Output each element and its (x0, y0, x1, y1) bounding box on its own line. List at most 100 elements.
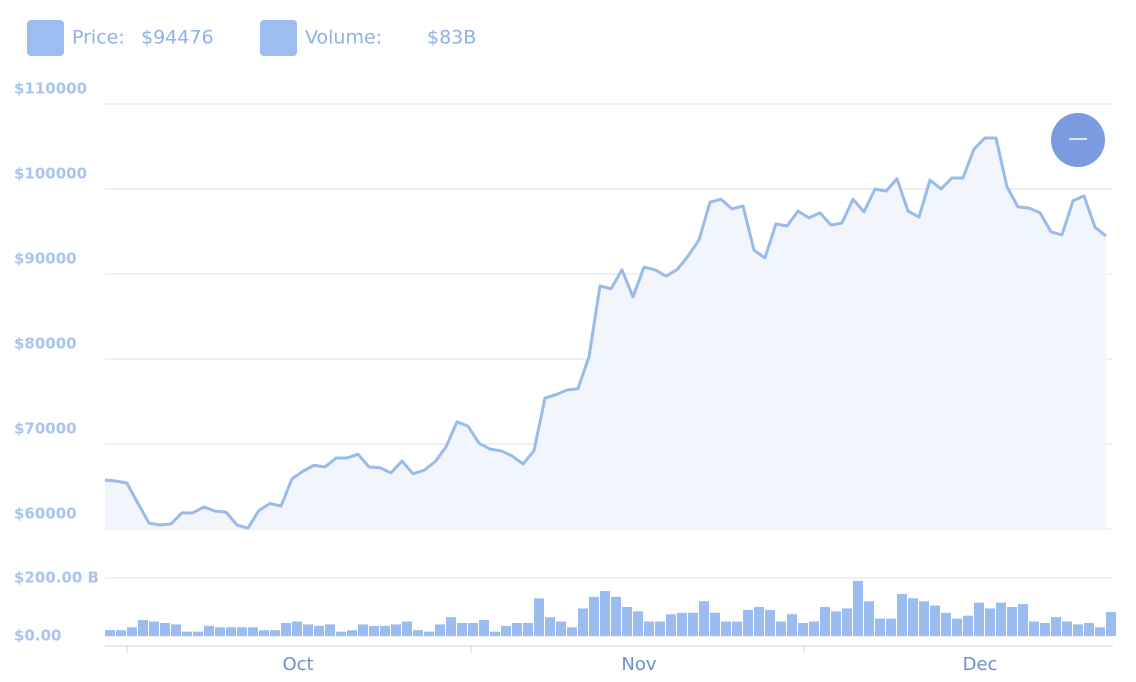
volume-bar (182, 631, 192, 636)
legend-value: $83B (427, 27, 476, 49)
y-tick-label: $70000 (14, 420, 77, 438)
volume-bar (446, 617, 456, 636)
volume-bar (963, 615, 973, 636)
volume-bar (897, 593, 907, 636)
volume-bar (479, 620, 489, 636)
zoom-button[interactable] (1051, 113, 1105, 167)
price-area (105, 138, 1106, 529)
volume-bar (776, 621, 786, 636)
volume-bar (237, 627, 247, 636)
legend-label: Price: (72, 27, 125, 49)
volume-bar (545, 617, 555, 636)
volume-bar (787, 614, 797, 636)
volume-bar (853, 580, 863, 636)
legend-label: Volume: (305, 27, 382, 49)
volume-bar (644, 621, 654, 636)
y-tick-label: $60000 (14, 505, 77, 523)
volume-bar (138, 620, 148, 636)
legend-swatch (27, 20, 64, 56)
volume-bar (193, 631, 203, 636)
volume-bar (809, 621, 819, 636)
volume-bar (105, 630, 115, 636)
volume-bar (160, 622, 170, 636)
volume-bar (710, 612, 720, 636)
volume-bar (1051, 617, 1061, 636)
volume-bar (358, 624, 368, 636)
volume-bar (259, 630, 269, 636)
volume-bar (1029, 621, 1039, 636)
volume-bar (919, 601, 929, 636)
volume-bar (292, 621, 302, 636)
volume-bar (149, 621, 159, 636)
volume-bar (490, 631, 500, 636)
volume-bar (523, 622, 533, 636)
volume-bar (325, 624, 335, 636)
volume-bar (204, 625, 214, 636)
x-tick-label: Oct (282, 654, 313, 675)
volume-bar (1040, 622, 1050, 636)
volume-bar (270, 630, 280, 636)
volume-bar (820, 607, 830, 636)
y-tick-label: $100000 (14, 165, 87, 183)
volume-bar (622, 607, 632, 636)
volume-bar (952, 618, 962, 636)
volume-bar (875, 618, 885, 636)
volume-bar (633, 611, 643, 636)
volume-bar (600, 591, 610, 636)
volume-bar (798, 622, 808, 636)
volume-bar (1106, 611, 1116, 636)
volume-bar (699, 601, 709, 636)
volume-bar (1084, 622, 1094, 636)
volume-bar (1073, 624, 1083, 636)
zoom-button-circle[interactable] (1051, 113, 1105, 167)
y-tick-label: $90000 (14, 250, 77, 268)
volume-bar (886, 618, 896, 636)
volume-bar (391, 624, 401, 636)
volume-bar (171, 624, 181, 636)
volume-bar (556, 621, 566, 636)
volume-bar (435, 624, 445, 636)
volume-bar (215, 627, 225, 636)
volume-bar (336, 631, 346, 636)
volume-bar (677, 612, 687, 636)
volume-bar (424, 631, 434, 636)
volume-bar (248, 627, 258, 636)
volume-bar (842, 608, 852, 636)
volume-bar (732, 621, 742, 636)
volume-bar (941, 612, 951, 636)
volume-bar (127, 627, 137, 636)
volume-bar (512, 622, 522, 636)
legend-value: $94476 (141, 27, 214, 49)
volume-bar (864, 601, 874, 636)
price-line (104, 136, 1107, 530)
volume-bar (754, 607, 764, 636)
legend-swatch (260, 20, 297, 56)
volume-bar (985, 608, 995, 636)
x-tick-label: Dec (963, 654, 998, 675)
volume-bar (501, 625, 511, 636)
volume-bar (1018, 604, 1028, 636)
y2-tick-label: $0.00 (14, 627, 61, 645)
volume-bar (930, 605, 940, 636)
volume-bar (589, 596, 599, 636)
volume-bar (402, 621, 412, 636)
volume-bar (347, 630, 357, 636)
volume-bar (974, 602, 984, 636)
volume-bar (611, 596, 621, 636)
volume-bar (116, 630, 126, 636)
volume-bar (688, 612, 698, 636)
volume-bar (908, 598, 918, 636)
volume-bar (655, 621, 665, 636)
volume-bar (1007, 607, 1017, 636)
volume-bar (226, 627, 236, 636)
volume-bar (567, 627, 577, 636)
y-tick-label: $110000 (14, 80, 87, 98)
volume-bar (1095, 627, 1105, 636)
volume-bar (765, 609, 775, 636)
volume-bar (578, 608, 588, 636)
volume-bar (743, 609, 753, 636)
volume-bar (380, 625, 390, 636)
volume-bar (534, 598, 544, 636)
volume-bar (281, 622, 291, 636)
